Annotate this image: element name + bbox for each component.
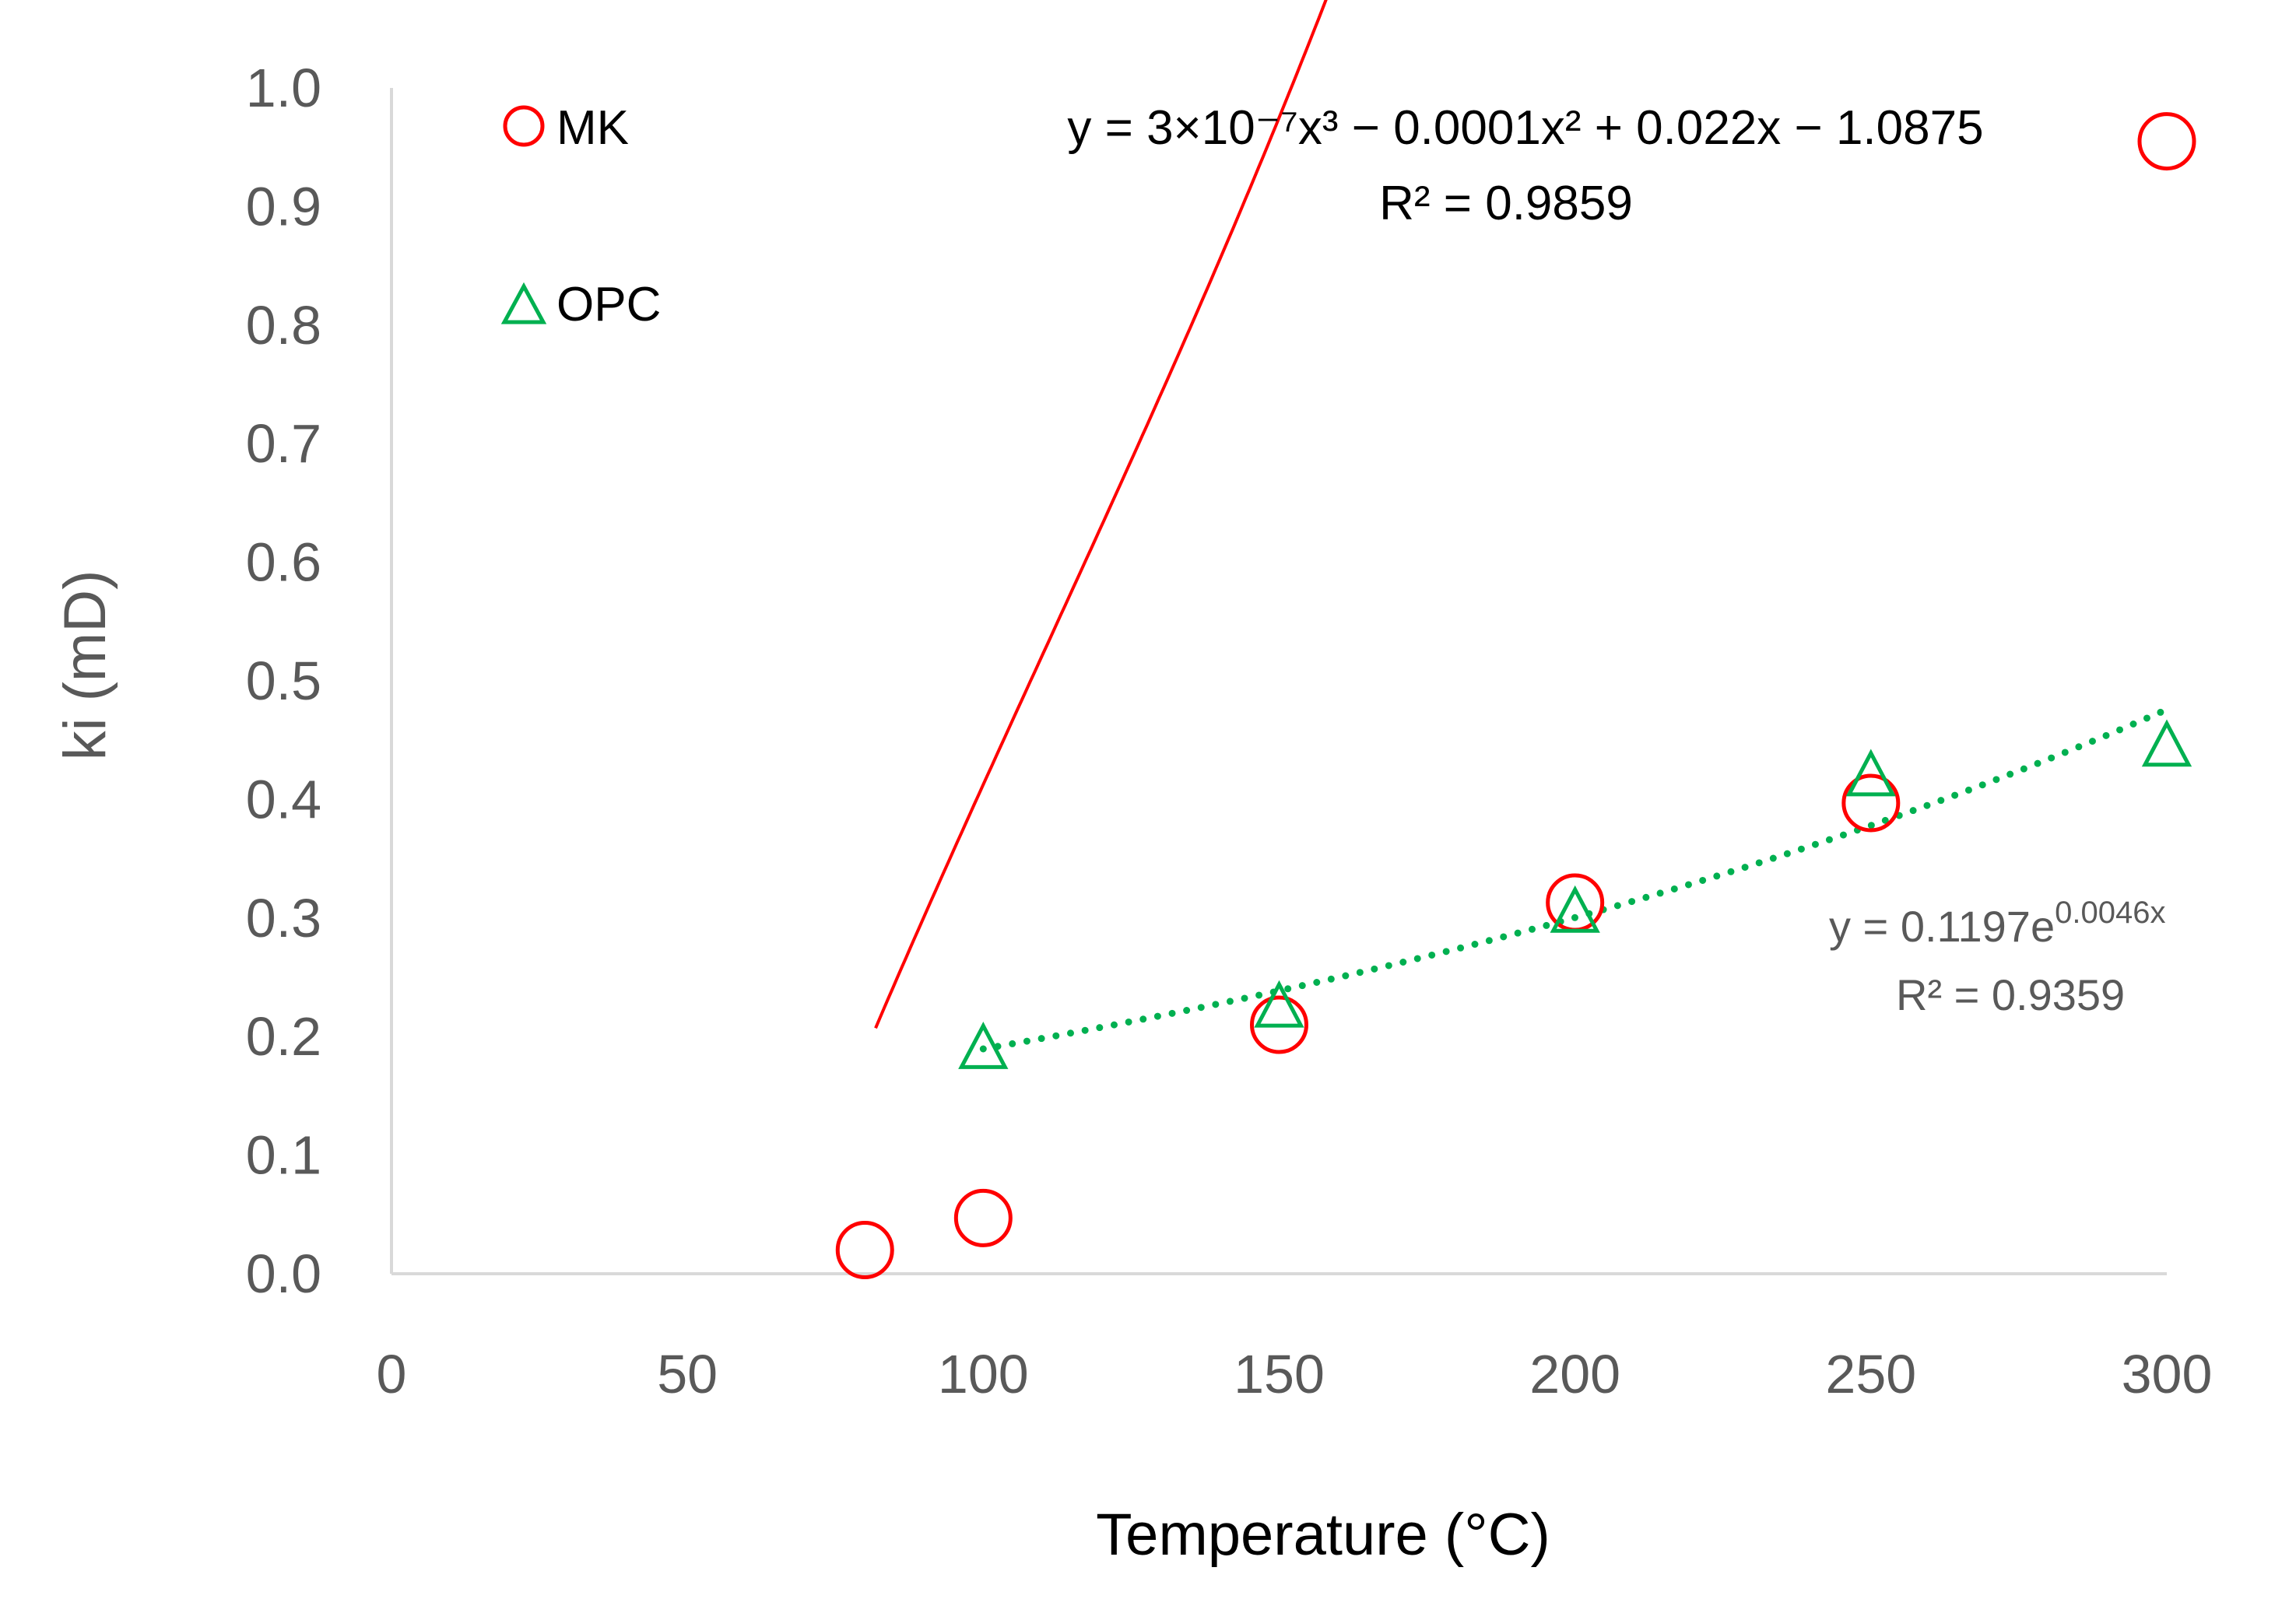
legend-opc-label: OPC — [556, 278, 661, 331]
x-tick-label: 250 — [1825, 1344, 1916, 1404]
opc-point — [1550, 885, 1600, 933]
y-tick-label: 0.7 — [246, 413, 321, 474]
y-tick-label: 0.1 — [246, 1125, 321, 1186]
x-tick-label: 300 — [2122, 1344, 2213, 1404]
opc-point — [1254, 980, 1304, 1028]
y-tick-label: 0.6 — [246, 532, 321, 593]
y-tick-label: 0.3 — [246, 888, 321, 949]
x-axis-title: Temperature (°C) — [1096, 1502, 1550, 1568]
mk-trendline-equation: y = 3×10⁻⁷x³ − 0.0001x² + 0.022x − 1.087… — [1067, 101, 1983, 155]
y-tick-label: 0.9 — [246, 176, 321, 237]
opc-trendline — [979, 706, 2171, 1053]
y-tick-label: 0.5 — [246, 650, 321, 711]
opc-point — [2141, 719, 2192, 767]
mk-point — [2137, 112, 2196, 171]
opc-trendline-r2: R² = 0.9359 — [1896, 970, 2125, 1019]
opc-equation-base: y = 0.1197e — [1829, 902, 2055, 951]
opc-equation-exponent: 0.0046x — [2055, 896, 2165, 930]
y-tick-labels: 0.0 0.1 0.2 0.3 0.4 0.5 0.6 0.7 0.8 0.9 1.0 — [246, 58, 321, 1304]
y-tick-label: 0.0 — [246, 1243, 321, 1304]
mk-point — [1250, 995, 1308, 1054]
mk-trendline — [874, 0, 1328, 1029]
y-axis-title: ki (mD) — [52, 570, 118, 761]
opc-point — [1845, 749, 1896, 797]
opc-trendline-equation: y = 0.1197e0.0046x — [1829, 896, 2165, 951]
axes — [390, 88, 2167, 1275]
x-tick-label: 50 — [657, 1344, 718, 1404]
mk-point — [1841, 773, 1901, 833]
mk-point — [953, 1188, 1013, 1247]
x-tick-labels: 0 50 100 150 200 250 300 — [377, 1344, 2213, 1404]
y-tick-label: 0.4 — [246, 769, 321, 829]
y-tick-label: 0.8 — [246, 295, 321, 356]
x-tick-label: 0 — [377, 1344, 407, 1404]
opc-point — [958, 1022, 1009, 1069]
mk-point — [835, 1221, 894, 1280]
legend-opc-marker — [500, 282, 547, 324]
x-tick-label: 100 — [938, 1344, 1029, 1404]
y-tick-label: 0.2 — [246, 1006, 321, 1067]
y-tick-label: 1.0 — [246, 58, 321, 118]
legend-mk-marker — [503, 105, 545, 147]
legend: MK OPC — [500, 101, 661, 331]
mk-trendline-r2: R² = 0.9859 — [1379, 177, 1633, 230]
x-tick-label: 200 — [1529, 1344, 1620, 1404]
trendlines — [874, 0, 2171, 1053]
legend-mk-label: MK — [556, 101, 629, 155]
data-markers — [835, 112, 2196, 1280]
x-tick-label: 150 — [1234, 1344, 1325, 1404]
